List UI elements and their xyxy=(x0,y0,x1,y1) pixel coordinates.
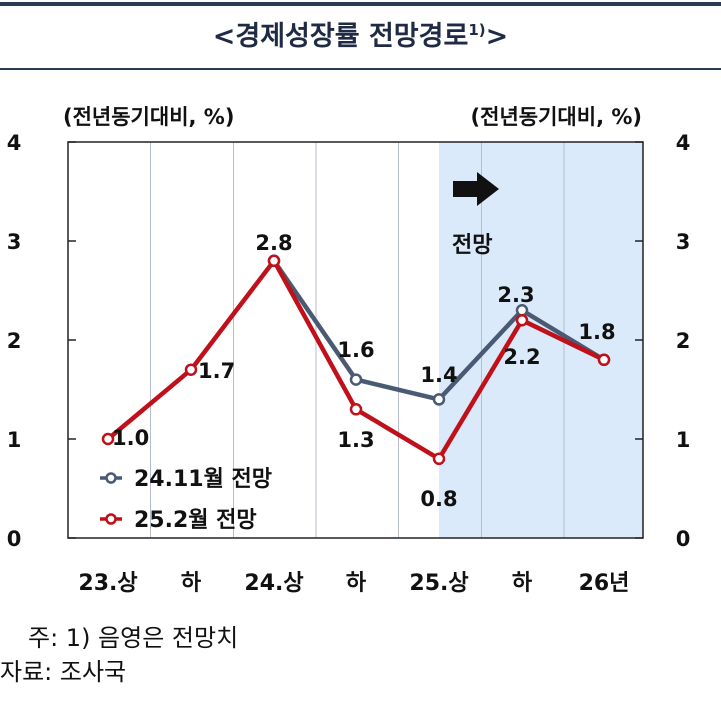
data-point xyxy=(597,353,611,367)
data-point xyxy=(267,254,281,268)
y-tick-label-right: 0 xyxy=(676,527,691,551)
y-axis-ticks: 0 0 1 1 2 2 3 3 4 4 xyxy=(7,131,691,551)
data-point xyxy=(432,393,446,406)
forecast-label: 전망 xyxy=(452,233,492,258)
data-label: 2.8 xyxy=(255,231,292,255)
x-axis-ticks: 23.상 하 24.상 하 25.상 하 26년 xyxy=(78,571,629,596)
y-tick-label-right: 3 xyxy=(676,230,691,254)
x-tick-label: 하 xyxy=(346,571,367,596)
data-point xyxy=(349,403,363,416)
data-label: 1.8 xyxy=(578,320,615,344)
y-tick-label-left: 4 xyxy=(7,131,22,155)
data-label: 1.7 xyxy=(198,359,235,383)
data-point xyxy=(184,363,198,376)
x-tick-label: 26년 xyxy=(579,571,630,596)
legend-entry-label: 25.2월 전망 xyxy=(134,508,257,533)
series-points xyxy=(101,254,611,466)
data-label: 1.0 xyxy=(112,426,149,450)
legend-entry-label: 24.11월 전망 xyxy=(134,467,272,492)
chart-title: <경제성장률 전망경로1)> xyxy=(212,21,509,52)
forecast-arrow-icon xyxy=(453,172,499,206)
data-label: 1.3 xyxy=(337,428,374,452)
data-label: 2.3 xyxy=(497,283,534,307)
header-bottom-rule xyxy=(0,68,721,70)
y-tick-label-right: 2 xyxy=(676,329,691,353)
x-tick-label: 23.상 xyxy=(78,571,137,596)
y-tick-label-left: 3 xyxy=(7,230,22,254)
y-tick-label-left: 1 xyxy=(7,428,22,452)
data-label: 1.4 xyxy=(420,363,457,387)
data-labels: 1.6 1.4 2.3 1.0 1.7 2.8 1.3 0.8 2.2 1.8 xyxy=(112,231,616,511)
legend-swatch-marker xyxy=(105,472,117,484)
x-tick-label: 하 xyxy=(181,571,202,596)
data-point xyxy=(349,373,363,386)
data-label: 2.2 xyxy=(503,345,540,369)
data-label: 0.8 xyxy=(420,487,457,511)
source-note: 자료: 조사국 xyxy=(0,658,127,686)
x-tick-label: 25.상 xyxy=(409,571,468,596)
x-tick-label: 24.상 xyxy=(244,571,303,596)
x-tick-label: 하 xyxy=(512,571,533,596)
y-tick-label-right: 1 xyxy=(676,428,691,452)
data-point xyxy=(432,452,446,466)
data-point xyxy=(101,432,115,446)
data-point xyxy=(515,313,529,327)
footnote: 주: 1) 음영은 전망치 xyxy=(28,624,239,652)
y-axis-unit-right: (전년동기대비, %) xyxy=(471,105,642,129)
y-tick-label-left: 0 xyxy=(7,527,22,551)
data-label: 1.6 xyxy=(337,338,374,362)
header-top-rule xyxy=(0,2,721,6)
legend: 24.11월 전망 25.2월 전망 xyxy=(100,467,272,533)
y-axis-unit-left: (전년동기대비, %) xyxy=(63,105,234,129)
forecast-shaded-region xyxy=(439,142,643,538)
legend-swatch-marker xyxy=(105,513,117,525)
y-tick-label-right: 4 xyxy=(676,131,691,155)
y-tick-label-left: 2 xyxy=(7,329,22,353)
